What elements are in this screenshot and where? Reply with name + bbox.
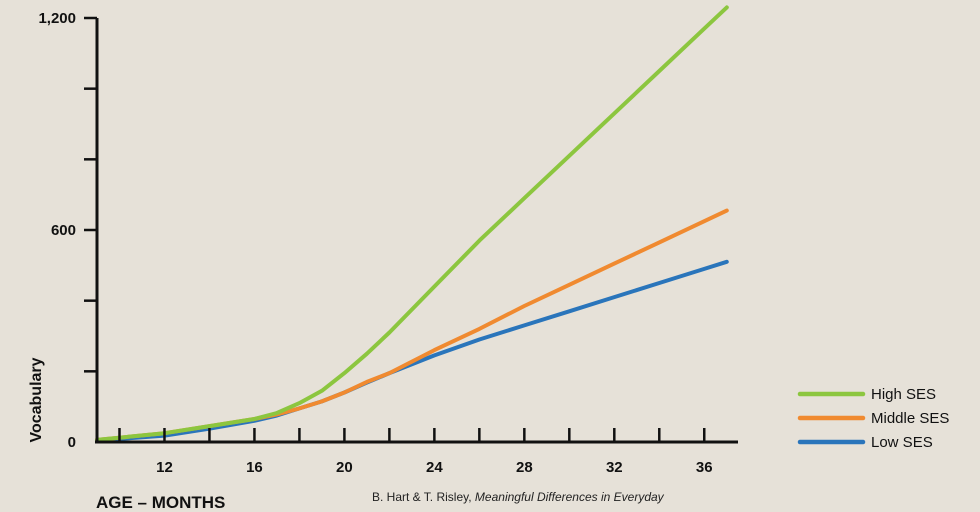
legend: High SES Middle SES Low SES xyxy=(797,386,949,451)
x-tick-label: 28 xyxy=(516,459,533,476)
x-axis-label: AGE – MONTHS xyxy=(96,493,225,512)
y-axis-label: Vocabulary xyxy=(28,357,45,442)
x-tick-label: 12 xyxy=(156,459,173,476)
source-credit: B. Hart & T. Risley, Meaningful Differen… xyxy=(372,490,665,504)
x-tick-label: 16 xyxy=(246,459,263,476)
y-tick-label: 1,200 xyxy=(38,10,76,27)
axes xyxy=(95,18,738,444)
legend-label: High SES xyxy=(871,386,936,403)
y-tick-label: 600 xyxy=(51,222,76,239)
x-tick-label: 20 xyxy=(336,459,353,476)
x-tick-label: 36 xyxy=(696,459,713,476)
y-tick-label: 0 xyxy=(68,434,76,451)
series-line-high-ses xyxy=(95,5,729,442)
legend-label: Middle SES xyxy=(871,410,949,427)
legend-label: Low SES xyxy=(871,434,933,451)
series-line-middle-ses xyxy=(95,208,729,442)
x-tick-label: 32 xyxy=(606,459,623,476)
series-lines xyxy=(95,5,729,443)
x-tick-label: 24 xyxy=(426,459,443,476)
axis-ticks: 12 16 20 24 28 32 36 0 600 1,200 xyxy=(38,10,712,476)
credit-title: Meaningful Differences in Everyday xyxy=(475,490,665,504)
credit-authors: B. Hart & T. Risley, xyxy=(372,490,475,504)
series-line-low-ses xyxy=(95,259,729,443)
